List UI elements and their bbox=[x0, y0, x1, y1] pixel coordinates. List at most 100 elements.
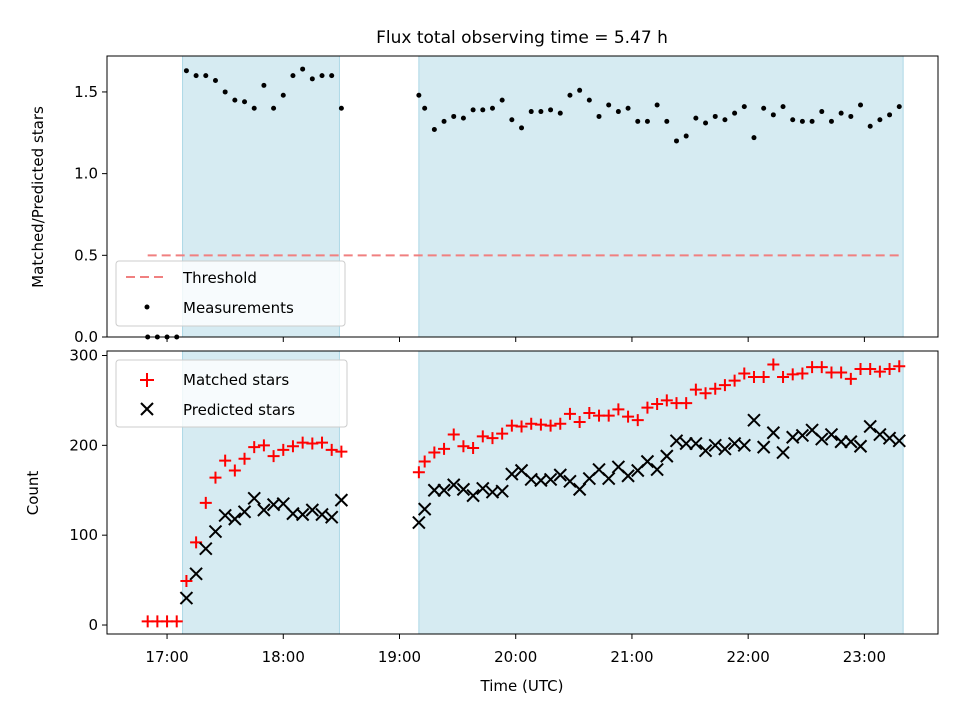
predicted-star-point bbox=[621, 469, 635, 483]
predicted-star-point bbox=[853, 439, 868, 453]
predicted-star-point bbox=[199, 541, 213, 556]
y-tick-label: 0.5 bbox=[74, 246, 98, 264]
measurement-point bbox=[557, 110, 563, 116]
matched-star-point bbox=[602, 409, 615, 422]
x-tick-label: 20:00 bbox=[494, 648, 537, 666]
measurement-point bbox=[819, 109, 825, 115]
matched-star-point bbox=[641, 401, 654, 414]
measurement-point bbox=[877, 117, 883, 123]
matched-star-point bbox=[209, 471, 222, 484]
matched-star-point bbox=[873, 365, 886, 378]
legend-matched-swatch bbox=[140, 373, 154, 387]
measurement-point bbox=[251, 105, 257, 111]
predicted-star-point bbox=[737, 438, 752, 453]
predicted-star-point bbox=[553, 468, 567, 482]
predicted-star-point bbox=[257, 503, 271, 517]
matched-star-point bbox=[286, 440, 299, 453]
predicted-star-point bbox=[427, 483, 442, 497]
measurement-point bbox=[848, 113, 854, 119]
predicted-star-point bbox=[315, 507, 329, 522]
matched-star-point bbox=[631, 414, 644, 427]
predicted-star-point bbox=[747, 413, 761, 427]
matched-star-point bbox=[277, 443, 290, 456]
matched-star-point bbox=[844, 372, 857, 385]
predicted-star-point bbox=[437, 483, 451, 497]
predicted-star-point bbox=[495, 484, 509, 498]
matched-star-point bbox=[170, 615, 183, 628]
matched-star-point bbox=[486, 432, 499, 445]
measurement-point bbox=[867, 123, 873, 129]
matched-star-point bbox=[660, 394, 673, 407]
predicted-star-point bbox=[873, 427, 887, 442]
measurement-point bbox=[596, 113, 602, 119]
measurement-point bbox=[193, 73, 199, 79]
matched-star-point bbox=[718, 379, 731, 392]
measurement-point bbox=[732, 110, 738, 116]
predicted-star-point bbox=[543, 472, 558, 487]
measurement-point bbox=[300, 66, 306, 72]
legend-measurements-swatch bbox=[144, 304, 150, 310]
measurement-point bbox=[577, 87, 583, 93]
x-tick-label: 23:00 bbox=[843, 648, 886, 666]
measurement-point bbox=[528, 109, 534, 115]
measurement-point bbox=[460, 115, 466, 121]
predicted-star-point bbox=[679, 436, 693, 451]
measurement-point bbox=[828, 118, 834, 124]
measurement-point bbox=[683, 133, 689, 139]
measurement-point bbox=[261, 82, 267, 88]
matched-star-point bbox=[757, 371, 770, 384]
y-tick-label: 1.0 bbox=[74, 165, 98, 183]
y-tick-label: 300 bbox=[69, 346, 98, 364]
x-tick-label: 19:00 bbox=[378, 648, 421, 666]
matched-star-point bbox=[267, 450, 280, 463]
shaded-interval bbox=[418, 55, 904, 338]
matched-star-point bbox=[476, 430, 489, 443]
predicted-star-point bbox=[456, 482, 471, 497]
measurement-point bbox=[780, 104, 786, 110]
matched-star-point bbox=[767, 358, 780, 371]
measurement-point bbox=[416, 92, 422, 98]
matched-star-point bbox=[325, 443, 338, 456]
x-tick-label: 22:00 bbox=[727, 648, 770, 666]
measurement-point bbox=[615, 109, 621, 115]
predicted-star-point bbox=[844, 435, 858, 449]
predicted-star-point bbox=[815, 432, 829, 446]
measurement-point bbox=[673, 138, 679, 144]
predicted-star-point bbox=[601, 471, 616, 486]
matched-star-point bbox=[680, 397, 693, 410]
predicted-star-point bbox=[505, 467, 519, 481]
matched-star-point bbox=[496, 427, 509, 440]
measurement-point bbox=[654, 102, 660, 108]
measurement-point bbox=[319, 73, 325, 79]
predicted-star-point bbox=[412, 515, 426, 530]
predicted-star-point bbox=[218, 508, 232, 523]
x-axis-label: Time (UTC) bbox=[480, 677, 564, 695]
matched-star-point bbox=[438, 442, 451, 455]
matched-star-point bbox=[515, 420, 528, 433]
predicted-star-point bbox=[689, 436, 703, 451]
measurement-point bbox=[644, 118, 650, 124]
measurement-point bbox=[470, 107, 476, 113]
predicted-star-point bbox=[708, 438, 722, 453]
matched-star-point bbox=[544, 419, 557, 432]
bottom-legend: Matched stars Predicted stars bbox=[115, 359, 348, 428]
measurement-point bbox=[290, 73, 296, 79]
matched-star-point bbox=[738, 367, 751, 380]
predicted-star-point bbox=[572, 482, 587, 497]
matched-star-point bbox=[447, 428, 460, 441]
matched-star-point bbox=[316, 436, 329, 449]
bottom-y-axis-label: Count bbox=[24, 471, 42, 516]
predicted-stars-points bbox=[179, 413, 906, 605]
predicted-star-point bbox=[295, 507, 310, 522]
x-tick-label: 18:00 bbox=[262, 648, 305, 666]
predicted-star-point bbox=[863, 419, 877, 434]
x-tick-label: 17:00 bbox=[145, 648, 188, 666]
top-legend: Threshold Measurements bbox=[115, 260, 346, 327]
measurement-point bbox=[431, 127, 437, 133]
measurement-point bbox=[222, 89, 228, 95]
legend-predicted-swatch bbox=[140, 402, 154, 416]
measurement-point bbox=[586, 97, 592, 103]
legend-measurements-label: Measurements bbox=[183, 299, 294, 317]
top-x-ticks bbox=[166, 337, 865, 342]
